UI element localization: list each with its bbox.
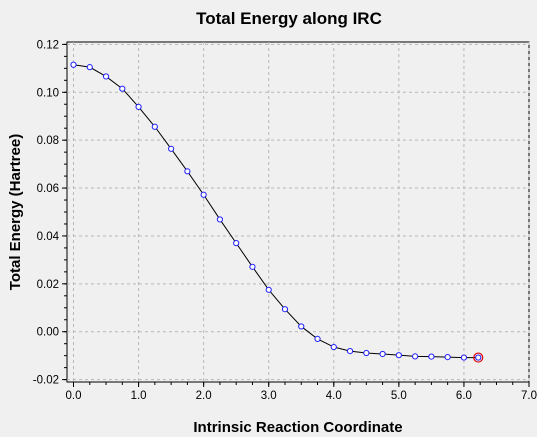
data-point [314,335,321,343]
data-point [233,240,240,247]
data-point [200,191,207,198]
data-point [363,349,370,357]
x-tick-label: 2.0 [196,390,212,402]
x-tick-label: 6.0 [456,390,472,402]
y-tick-label: 0.02 [37,279,59,291]
y-tick-label: -0.02 [33,375,59,387]
y-tick-label: 0.04 [37,231,60,243]
x-tick-label: 1.0 [131,390,147,402]
y-tick-label: 0.08 [37,135,59,147]
y-axis-label: Total Energy (Hartree) [7,134,24,290]
data-point [460,354,468,361]
y-tick-label: 0.06 [37,183,59,195]
data-point [151,123,158,130]
x-axis-ticks: 0.0 1.0 2.0 3.0 4.0 5.0 6.0 7.0 [66,382,537,402]
data-point [70,61,77,68]
data-point [444,353,451,361]
data-point [379,350,386,358]
data-point [475,354,482,361]
data-point [395,352,402,359]
data-point [412,353,419,360]
data-point [102,73,110,80]
data-point [298,323,305,330]
x-tick-label: 7.0 [521,390,537,402]
chart-title: Total Energy along IRC [196,9,382,28]
data-point [135,103,142,110]
x-tick-label: 0.0 [66,390,82,402]
x-tick-label: 5.0 [391,390,407,402]
grid-lines [67,42,530,382]
x-tick-label: 4.0 [326,390,342,402]
data-point [428,353,435,360]
y-tick-label: 0.12 [37,39,59,51]
x-tick-label: 3.0 [261,390,277,402]
data-point [249,263,256,270]
data-point [119,85,126,92]
data-point [184,168,191,175]
data-points [70,61,484,363]
data-point [168,145,175,152]
data-point [330,343,337,351]
y-tick-label: 0.00 [37,327,59,339]
plot-area [66,41,530,383]
x-axis-label: Intrinsic Reaction Coordinate [193,419,402,436]
y-axis-ticks: -0.02 0.00 0.02 0.04 0.06 0.08 0.10 0.12 [33,39,67,387]
data-point [346,348,354,355]
data-point [265,286,272,293]
data-point [216,216,224,223]
y-tick-label: 0.10 [37,87,59,99]
data-point [86,64,93,71]
current-point-marker [473,352,484,363]
data-point [281,306,289,313]
